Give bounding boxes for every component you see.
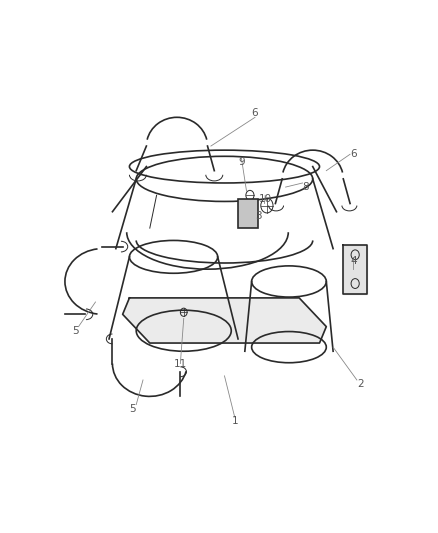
Polygon shape — [343, 245, 367, 294]
Text: 8: 8 — [303, 182, 309, 192]
Text: 3: 3 — [255, 211, 262, 221]
Text: 1: 1 — [231, 416, 238, 426]
Text: 6: 6 — [350, 149, 357, 159]
Text: 11: 11 — [174, 359, 187, 368]
Polygon shape — [123, 298, 326, 343]
Text: 10: 10 — [259, 195, 272, 204]
Text: 9: 9 — [238, 157, 245, 167]
Text: 5: 5 — [130, 403, 136, 414]
Text: 6: 6 — [252, 108, 258, 118]
Text: 5: 5 — [72, 326, 78, 336]
FancyBboxPatch shape — [238, 199, 258, 228]
Text: 2: 2 — [357, 379, 364, 389]
Text: 4: 4 — [350, 256, 357, 266]
